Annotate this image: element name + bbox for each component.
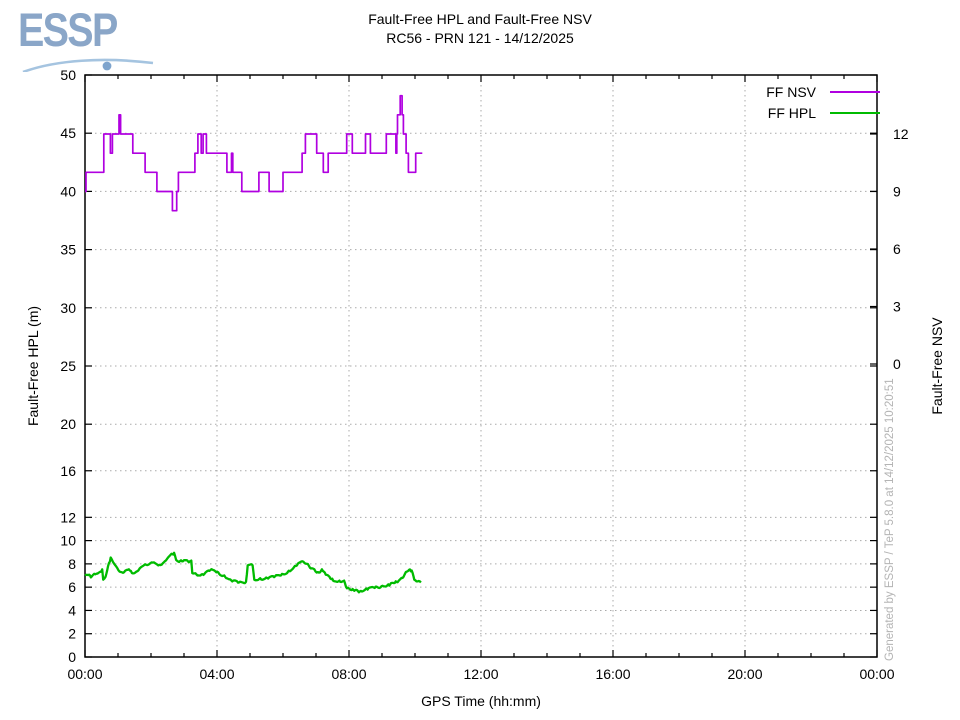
essp-logo-text: ESSP <box>18 3 118 56</box>
essp-logo-arc-icon <box>22 58 154 72</box>
x-axis-tick-label: 08:00 <box>331 666 366 682</box>
legend-line-sample <box>830 111 880 114</box>
y-axis-left-tick-label: 12 <box>60 509 76 525</box>
y-axis-left-tick-labels: 0 2 4 6 8 10 12 16 20 25 30 35 40 45 50 <box>60 67 76 665</box>
chart-title-block: Fault-Free HPL and Fault-Free NSV RC56 -… <box>0 10 960 48</box>
y-axis-left-tick-label: 40 <box>60 183 76 199</box>
y-axis-right-tick-label: 9 <box>893 183 901 199</box>
y-axis-left-tick-label: 8 <box>68 556 76 572</box>
y-axis-right-tick-labels: 12 9 6 3 0 <box>893 126 909 372</box>
y-axis-right-tick-label: 6 <box>893 241 901 257</box>
chart-subtitle: RC56 - PRN 121 - 14/12/2025 <box>386 30 574 46</box>
y-axis-left-tick-label: 35 <box>60 242 76 258</box>
y-axis-right-tick-label: 0 <box>893 356 901 372</box>
y-axis-left-tick-label: 20 <box>60 416 76 432</box>
x-axis-tick-label: 00:00 <box>859 666 894 682</box>
y-axis-left-tick-label: 25 <box>60 358 76 374</box>
legend-label: FF HPL <box>767 104 816 121</box>
legend: FF NSV FF HPL <box>712 81 880 123</box>
legend-label: FF NSV <box>766 83 816 100</box>
legend-line-sample <box>830 90 880 93</box>
y-axis-left-tick-label: 4 <box>68 602 76 618</box>
y-axis-left-tick-label: 30 <box>60 300 76 316</box>
essp-logo: ESSP <box>18 3 188 72</box>
legend-item: FF NSV <box>712 81 880 102</box>
y-axis-label-left: Fault-Free HPL (m) <box>25 305 41 427</box>
x-axis-tick-label: 00:00 <box>67 666 102 682</box>
x-axis-tick-labels: 00:00 04:00 08:00 12:00 16:00 20:00 00:00 <box>67 666 894 682</box>
x-axis-tick-label: 20:00 <box>727 666 762 682</box>
y-axis-left-tick-label: 2 <box>68 626 76 642</box>
y-axis-right-tick-label: 12 <box>893 126 909 142</box>
x-axis-tick-label: 12:00 <box>463 666 498 682</box>
generation-watermark: Generated by ESSP / TeP 5.8.0 at 14/12/2… <box>884 378 896 661</box>
x-axis-tick-label: 04:00 <box>199 666 234 682</box>
chart-title: Fault-Free HPL and Fault-Free NSV <box>368 11 592 27</box>
axis-ticks <box>84 74 878 658</box>
grid <box>85 75 877 657</box>
x-axis-tick-label: 16:00 <box>595 666 630 682</box>
y-axis-label-right: Fault-Free NSV <box>929 317 945 415</box>
series-ff-nsv <box>85 94 423 212</box>
y-axis-left-tick-label: 45 <box>60 125 76 141</box>
x-axis-label: GPS Time (hh:mm) <box>421 693 541 709</box>
y-axis-right-tick-label: 3 <box>893 298 901 314</box>
series-ff-hpl <box>84 551 422 594</box>
y-axis-left-tick-label: 50 <box>60 67 76 83</box>
y-axis-left-tick-label: 16 <box>60 463 76 479</box>
y-axis-left-tick-label: 6 <box>68 579 76 595</box>
legend-item: FF HPL <box>712 102 880 123</box>
y-axis-left-tick-label: 0 <box>68 649 76 665</box>
y-axis-left-tick-label: 10 <box>60 533 76 549</box>
